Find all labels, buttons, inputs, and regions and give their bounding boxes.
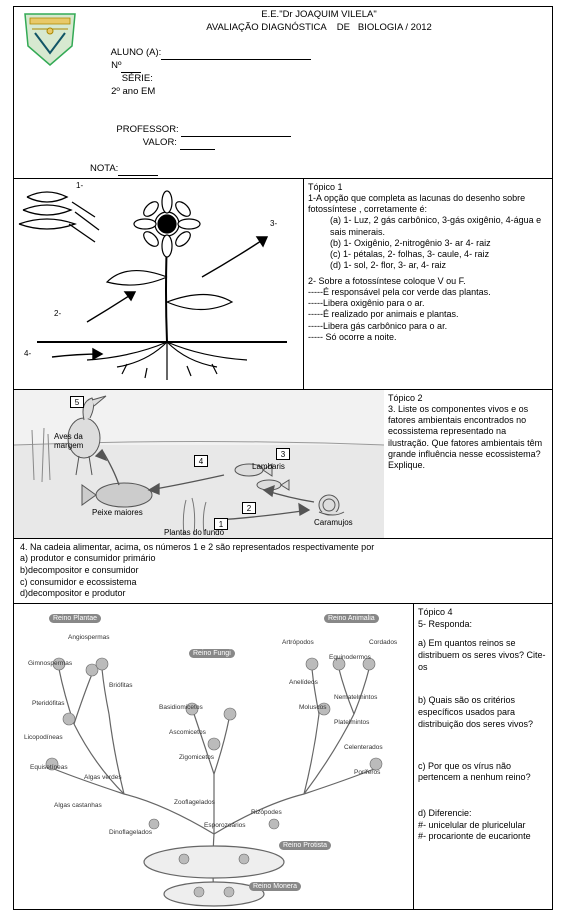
header: E.E."Dr JOAQUIM VILELA" AVALIAÇÃO DIAGNÓ… <box>14 7 552 179</box>
org-espor: Esporozoários <box>204 822 246 829</box>
eco-lbl-plantas: Plantas do fundo <box>164 528 224 537</box>
diagram-label-4: 4- <box>24 349 31 358</box>
t1-opt-d: (d) 1- sol, 2- flor, 3- ar, 4- raiz <box>308 260 548 271</box>
valor-label: VALOR: <box>143 137 177 148</box>
t4-b: b) Quais são os critérios específicos us… <box>418 695 548 730</box>
t4-head: Tópico 4 <box>418 607 548 619</box>
q4-c: c) consumidor e ecossistema <box>20 577 546 589</box>
ecosystem-diagram: 5 4 3 2 1 Aves da margem Peixe maiores L… <box>14 390 384 538</box>
t1-vf1: -----É responsável pela cor verde das pl… <box>308 287 548 298</box>
question4: 4. Na cadeia alimentar, acima, os número… <box>14 539 552 604</box>
topic4-text: Tópico 4 5- Responda: a) Em quantos rein… <box>414 604 552 909</box>
org-gimno: Gimnospermas <box>28 660 72 667</box>
t4-q: 5- Responda: <box>418 619 548 631</box>
nota-label: NOTA: <box>90 163 118 174</box>
header-text: E.E."Dr JOAQUIM VILELA" AVALIAÇÃO DIAGNÓ… <box>86 7 552 178</box>
org-platel: Platelmintos <box>334 719 369 726</box>
eco-lbl-cara: Caramujos <box>314 518 353 527</box>
t1-opt-b: (b) 1- Oxigênio, 2-nitrogênio 3- ar 4- r… <box>308 238 548 249</box>
org-dino: Dinoflagelados <box>109 829 152 836</box>
t4-d1: #- unicelular de pluricelular <box>418 820 548 832</box>
t1-q2: 2- Sobre a fotossíntese coloque V ou F. <box>308 276 548 287</box>
q4-a: a) produtor e consumidor primário <box>20 553 546 565</box>
row-topic2: 5 4 3 2 1 Aves da margem Peixe maiores L… <box>14 390 552 539</box>
kingdom-fungi: Reino Fungi <box>189 649 235 658</box>
org-algasv: Algas verdes <box>84 774 122 781</box>
serie-value: 2º ano EM <box>111 86 155 97</box>
t1-vf3: -----É realizado por animais e plantas. <box>308 309 548 320</box>
t1-vf2: -----Libera oxigênio para o ar. <box>308 298 548 309</box>
assessment-title: AVALIAÇÃO DIAGNÓSTICA DE BIOLOGIA / 2012 <box>90 22 548 35</box>
tree-of-life-diagram: Reino Plantae Reino Fungi Reino Animalia… <box>14 604 414 909</box>
serie-label: SÉRIE: <box>122 73 153 84</box>
no-label: Nº <box>111 60 121 71</box>
eco-lbl-peixe: Peixe maiores <box>92 508 143 517</box>
q4-b: b)decompositor e consumidor <box>20 565 546 577</box>
school-logo <box>14 7 86 71</box>
org-rizo: Rizópodes <box>251 809 282 816</box>
t4-c: c) Por que os vírus não pertencem a nenh… <box>418 761 548 784</box>
kingdom-animalia: Reino Animalia <box>324 614 379 623</box>
eco-lbl-aves: Aves da margem <box>54 432 94 450</box>
diagram-label-3: 3- <box>270 219 277 228</box>
eco-num-2: 2 <box>242 502 256 514</box>
diagram-label-1: 1- <box>76 181 83 190</box>
org-zigo: Zigomicetos <box>179 754 214 761</box>
t2-head: Tópico 2 <box>388 393 548 404</box>
org-anelid: Anelídeos <box>289 679 318 686</box>
eco-num-5: 5 <box>70 396 84 408</box>
eco-lbl-lamb: Lambaris <box>252 462 285 471</box>
row-topic4: Reino Plantae Reino Fungi Reino Animalia… <box>14 604 552 909</box>
t2-q: 3. Liste os componentes vivos e os fator… <box>388 404 548 472</box>
aluno-label: ALUNO (A): <box>111 47 162 58</box>
t1-q: 1-A opção que completa as lacunas do des… <box>308 193 548 216</box>
t1-opt-c: (c) 1- pétalas, 2- folhas, 3- caule, 4- … <box>308 249 548 260</box>
t1-head: Tópico 1 <box>308 182 548 193</box>
org-cordado: Cordados <box>369 639 397 646</box>
org-celent: Celenterados <box>344 744 383 751</box>
org-ascom: Ascomicetos <box>169 729 206 736</box>
kingdom-plantae: Reino Plantae <box>49 614 101 623</box>
worksheet-page: E.E."Dr JOAQUIM VILELA" AVALIAÇÃO DIAGNÓ… <box>13 6 553 910</box>
org-algasc: Algas castanhas <box>54 802 102 809</box>
org-equiset: Equisetíneas <box>30 764 68 771</box>
t4-d2: #- procarionte de eucarionte <box>418 831 548 843</box>
t1-opt-a: (a) 1- Luz, 2 gás carbônico, 3-gás oxigê… <box>308 215 548 238</box>
eco-num-3: 3 <box>276 448 290 460</box>
topic1-text: Tópico 1 1-A opção que completa as lacun… <box>304 179 552 389</box>
t4-a: a) Em quantos reinos se distribuem os se… <box>418 638 548 673</box>
photosynthesis-diagram: 1- 2- 3- 4- <box>14 179 304 389</box>
eco-num-4: 4 <box>194 455 208 467</box>
t1-vf4: -----Libera gás carbônico para o ar. <box>308 321 548 332</box>
org-nemat: Nematelmintos <box>334 694 377 701</box>
row-topic1: 1- 2- 3- 4- Tópico 1 1-A opção que compl… <box>14 179 552 390</box>
org-angio: Angiospermas <box>68 634 110 641</box>
school-name: E.E."Dr JOAQUIM VILELA" <box>90 9 548 22</box>
t1-vf5: ----- Só ocorre a noite. <box>308 332 548 343</box>
diagram-label-2: 2- <box>54 309 61 318</box>
q4-stem: 4. Na cadeia alimentar, acima, os número… <box>20 542 546 554</box>
org-basidio: Basidiomicetos <box>159 704 203 711</box>
org-zoo: Zooflagelados <box>174 799 215 806</box>
org-licopod: Licopodíneas <box>24 734 63 741</box>
q4-d: d)decompositor e produtor <box>20 588 546 600</box>
org-briof: Briófitas <box>109 682 132 689</box>
org-artrop: Artrópodos <box>282 639 314 646</box>
org-molusco: Moluscos <box>299 704 326 711</box>
org-porif: Poríferos <box>354 769 380 776</box>
topic2-text: Tópico 2 3. Liste os componentes vivos e… <box>384 390 552 538</box>
org-equino: Equinodermos <box>329 654 371 661</box>
kingdom-protista: Reino Protista <box>279 841 331 850</box>
org-pterid: Pteridófitas <box>32 700 65 707</box>
kingdom-monera: Reino Monera <box>249 882 301 891</box>
prof-label: PROFESSOR: <box>116 124 178 135</box>
t4-d: d) Diferencie: <box>418 808 548 820</box>
